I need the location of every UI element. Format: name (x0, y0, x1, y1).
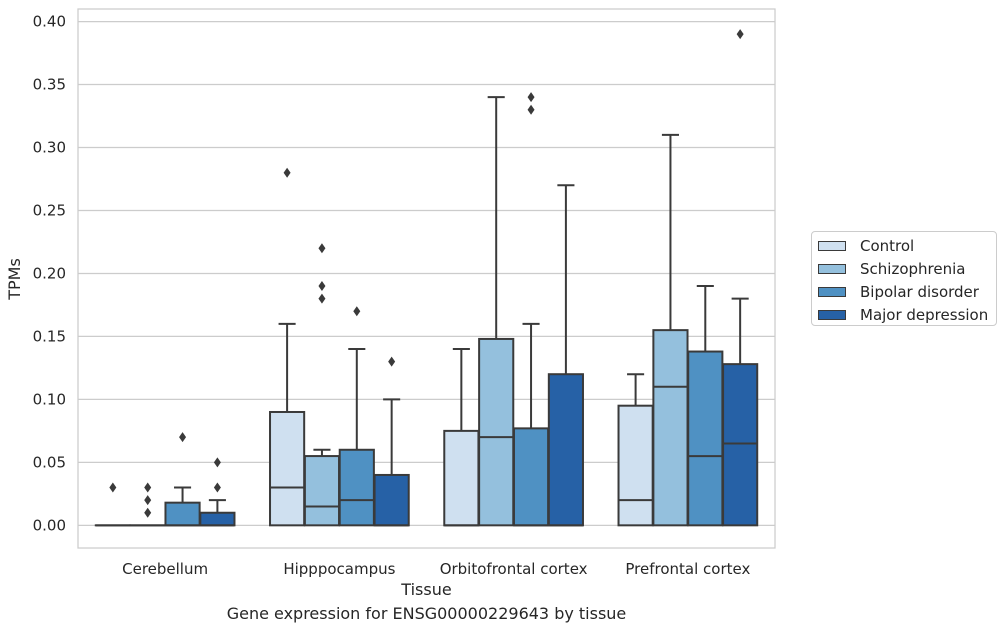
legend-label: Control (860, 237, 915, 255)
legend-label: Major depression (860, 306, 989, 324)
x-tick-label: Hipppocampus (283, 560, 395, 578)
box (478, 337, 515, 527)
legend-item: Major depression (818, 305, 988, 325)
box (617, 404, 654, 527)
outlier-point (144, 482, 152, 493)
outlier-point (109, 482, 117, 493)
outlier-point (527, 92, 535, 103)
outlier-point (353, 306, 361, 317)
box-groups (94, 29, 759, 527)
outlier-point (213, 482, 221, 493)
y-tick-label: 0.25 (33, 201, 66, 219)
legend-label: Schizophrenia (860, 260, 966, 278)
figure-caption: Gene expression for ENSG00000229643 by t… (226, 604, 627, 623)
box (373, 473, 410, 527)
box (722, 363, 759, 527)
legend-swatch (818, 264, 846, 274)
outlier-point (736, 29, 744, 40)
outlier-point (213, 457, 221, 468)
box (443, 429, 480, 527)
y-tick-label: 0.20 (33, 264, 66, 282)
outlier-point (318, 293, 326, 304)
box (164, 501, 201, 527)
y-tick-label: 0.30 (33, 139, 66, 157)
box (269, 410, 306, 527)
x-tick-label: Prefrontal cortex (625, 560, 750, 578)
y-tick-label: 0.40 (33, 13, 66, 31)
legend-swatch (818, 287, 846, 297)
legend-item: Schizophrenia (818, 259, 965, 279)
box (687, 350, 724, 527)
outlier-point (144, 495, 152, 506)
x-axis-title: Tissue (400, 580, 451, 599)
outlier-point (179, 432, 187, 443)
legend-item: Bipolar disorder (818, 282, 979, 302)
outlier-point (318, 281, 326, 292)
box (547, 373, 584, 527)
box (303, 455, 341, 527)
box (652, 329, 689, 527)
outlier-point (318, 243, 326, 254)
y-tick-label: 0.35 (33, 76, 66, 94)
plot-frame (77, 8, 776, 549)
y-tick-labels: 0.00 0.05 0.10 0.15 0.20 0.25 0.30 0.35 0.40 (33, 13, 66, 535)
outlier-point (283, 167, 291, 178)
y-axis-title: TPMs (5, 258, 24, 301)
legend-swatch (818, 310, 846, 320)
y-tick-label: 0.15 (33, 327, 66, 345)
x-tick-label: Orbitofrontal cortex (440, 560, 588, 578)
box (512, 427, 550, 527)
y-tick-label: 0.00 (33, 516, 66, 534)
y-tick-label: 0.10 (33, 390, 66, 408)
outlier-point (527, 104, 535, 115)
legend-item: Control (818, 236, 914, 256)
box (338, 448, 375, 527)
x-tick-labels: Cerebellum Hipppocampus Orbitofrontal cort… (122, 560, 750, 578)
legend-swatch (818, 241, 846, 251)
legend-label: Bipolar disorder (860, 283, 979, 301)
y-tick-label: 0.05 (33, 453, 66, 471)
legend: Control Schizophrenia Bipolar disorder Majo… (811, 231, 997, 326)
outlier-point (388, 356, 396, 367)
outlier-point (144, 507, 152, 518)
box (199, 511, 236, 527)
x-tick-label: Cerebellum (122, 560, 208, 578)
